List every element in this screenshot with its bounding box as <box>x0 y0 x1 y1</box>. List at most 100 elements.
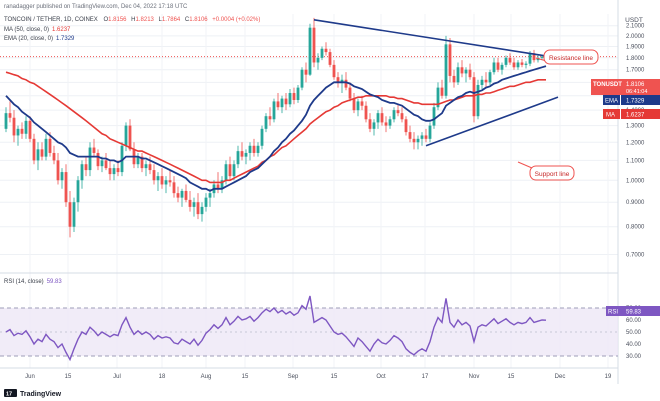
candle <box>72 197 76 233</box>
ticker-tag-box <box>591 79 660 95</box>
candle-body <box>452 75 456 83</box>
date-tick-label: Jun <box>25 374 35 380</box>
ema-tag-value: 1.7329 <box>626 99 645 105</box>
candle-body <box>192 202 196 207</box>
candle <box>328 48 332 68</box>
rsi-tick-label: 30.00 <box>626 354 642 360</box>
candle <box>456 62 460 85</box>
ema-legend-label: EMA (20, close, 0) <box>4 36 53 42</box>
candle-body <box>96 152 100 167</box>
tradingview-logo-icon <box>4 389 17 397</box>
candle <box>172 176 176 198</box>
candle <box>204 193 208 212</box>
candle <box>288 88 292 108</box>
candle <box>40 142 44 161</box>
candle <box>88 142 92 177</box>
candle-body <box>332 64 336 78</box>
candle-body <box>112 168 116 175</box>
candle-body <box>476 84 480 117</box>
candle-body <box>120 145 124 173</box>
candle-body <box>380 113 384 123</box>
candle <box>312 17 316 68</box>
candle-body <box>104 160 108 169</box>
price-tick-label: 1.8000 <box>626 56 645 62</box>
candle-body <box>244 152 248 157</box>
price-tick-label: 0.9000 <box>626 200 645 206</box>
date-tick-label: Oct <box>376 374 386 380</box>
candles <box>4 17 544 238</box>
candle <box>272 98 276 123</box>
candle <box>240 142 244 161</box>
candle <box>8 101 12 123</box>
candle <box>80 160 84 189</box>
candle <box>64 164 68 207</box>
price-tick-label: 0.8000 <box>626 225 645 231</box>
date-tick-label: Jul <box>113 374 121 380</box>
price-tick-label: 1.0000 <box>626 178 645 184</box>
ema-legend-value: 1.7329 <box>56 36 75 42</box>
candle <box>480 75 484 89</box>
date-tick-label: Sep <box>288 374 299 380</box>
candle-body <box>520 62 524 65</box>
rsi-tag-label: RSI <box>608 310 618 316</box>
candle-body <box>144 164 148 169</box>
candle <box>348 82 352 102</box>
brand[interactable]: 17 TradingView <box>4 389 62 398</box>
candle-body <box>36 149 40 161</box>
rsi-legend-value: 59.83 <box>47 279 63 285</box>
candle-body <box>296 87 300 100</box>
candle-body <box>252 145 256 153</box>
candle-body <box>288 93 292 105</box>
candle <box>336 72 340 88</box>
resistance-trendline[interactable] <box>313 19 559 59</box>
candle-body <box>116 168 120 173</box>
candle-body <box>368 119 372 129</box>
candle-body <box>468 69 472 78</box>
date-tick-label: Aug <box>201 374 212 380</box>
candle-body <box>488 72 492 83</box>
candle <box>136 152 140 169</box>
candle <box>152 164 156 185</box>
rsi-tick-label: 60.00 <box>626 318 642 324</box>
candle-body <box>88 147 92 171</box>
ohlc-l-label: L <box>159 17 163 23</box>
candle <box>12 110 16 143</box>
candle <box>360 95 364 111</box>
candle-body <box>168 180 172 183</box>
candle <box>156 172 160 191</box>
symbol-line: TONCOIN / TETHER, 1D, COINEX O1.8156 H1.… <box>4 17 260 23</box>
candle-body <box>280 98 284 108</box>
resistance-label: Resistance line <box>549 55 593 62</box>
candle <box>284 93 288 111</box>
resistance-callout: Resistance line <box>535 49 599 65</box>
candle <box>308 23 312 76</box>
candle-body <box>496 62 500 70</box>
time-axis[interactable]: Jun 15 Jul 18 Aug 15 Sep 15 Oct 17 Nov 15 Dec 19 <box>25 374 612 380</box>
candle-body <box>436 87 440 108</box>
support-trendline[interactable] <box>425 96 559 147</box>
candle-body <box>416 138 420 143</box>
candle <box>496 57 500 73</box>
candle <box>292 87 296 105</box>
date-tick-label: 18 <box>159 374 166 380</box>
rsi-legend: RSI (14, close) 59.83 <box>4 279 62 285</box>
candle <box>84 156 88 177</box>
candle-body <box>176 193 180 198</box>
candle-body <box>196 202 200 215</box>
candle <box>140 152 144 173</box>
candle-body <box>224 164 228 181</box>
candle <box>28 116 32 143</box>
candle-body <box>200 206 204 215</box>
candle-body <box>412 138 416 143</box>
candle-body <box>344 79 348 88</box>
candle-body <box>360 101 364 106</box>
candle <box>76 176 80 212</box>
rsi-legend-label: RSI (14, close) <box>4 279 44 285</box>
candle <box>320 46 324 61</box>
candle <box>68 190 72 238</box>
candle <box>412 132 416 150</box>
candle <box>424 128 428 143</box>
candle-body <box>236 151 240 165</box>
candle-body <box>204 197 208 207</box>
